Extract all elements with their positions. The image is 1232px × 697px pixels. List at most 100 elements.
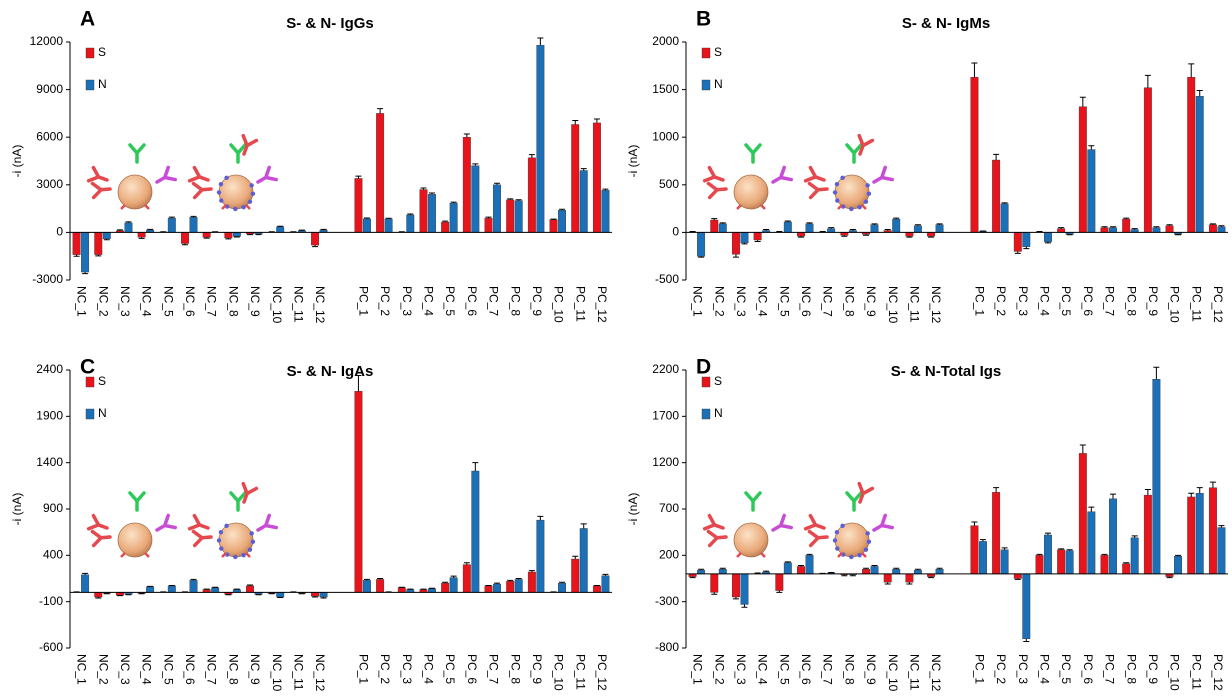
x-tick-label: PC_10 [552,286,566,323]
bead-dot [840,175,845,181]
bar [354,391,363,593]
bead-mark [736,552,766,558]
y-tick-label: 700 [659,501,679,515]
bead-dot [224,175,229,181]
error-bar [1058,227,1065,229]
bar [1208,224,1217,233]
bead [733,174,769,210]
bar [224,232,233,239]
bar [449,202,458,233]
error-bar [1209,223,1216,225]
error-bar [698,568,705,571]
error-bar [377,578,384,580]
error-bar [906,582,913,585]
bar [514,579,523,593]
error-bar [1044,241,1051,244]
x-tick-label: PC_12 [1211,654,1225,691]
y-tick-label: 400 [43,548,63,562]
legend-swatch [85,79,95,91]
illustration [86,481,278,560]
error-bar [572,120,579,125]
x-tick-label: NC_6 [183,286,197,317]
bar [536,519,545,593]
antibody-shape [706,181,728,200]
bead [218,174,254,210]
error-bar [1131,228,1138,230]
error-bar [190,578,197,581]
antibody [702,165,725,183]
error-bar [928,576,935,579]
x-tick-label: NC_1 [75,286,89,317]
y-tick-label: 12000 [30,34,64,48]
antibody [744,491,762,512]
bar [697,232,706,257]
error-bar [320,228,327,231]
bar [1109,498,1117,575]
error-bar [936,567,943,570]
error-bar [719,567,726,570]
error-bar [1188,492,1195,497]
error-bar [463,562,470,565]
bead-mark [837,552,867,558]
bar [1000,549,1009,575]
bar [1078,106,1087,233]
bar [1217,527,1226,575]
bead [834,522,870,558]
bar [276,226,285,233]
error-bar [841,235,848,237]
error-bar [1131,535,1138,538]
bar [189,580,198,593]
error-bar [602,188,609,191]
error-bar [450,201,457,204]
bead-dot [233,554,238,560]
error-bar [593,118,600,123]
antibody-shape [86,513,109,531]
bar [362,580,371,593]
x-tick-label: NC_7 [821,286,835,317]
bar [970,525,979,575]
bead-dot [233,206,238,212]
bar [913,225,922,233]
error-bar [1218,225,1225,227]
x-tick-label: PC_5 [443,286,457,316]
bead-dot [866,191,872,196]
error-bar [689,576,696,579]
bead-dot [250,539,256,544]
bar [1109,227,1117,233]
bead-dot [241,205,246,210]
antibody [744,143,762,164]
bead [117,174,153,210]
error-bar [1079,96,1086,107]
error-bar [82,272,89,275]
bead-dot [247,199,253,204]
bar [783,562,792,575]
antibody [90,529,112,548]
bar [862,569,870,575]
x-tick-label: NC_9 [248,654,262,685]
bar [1087,149,1096,233]
error-bar [82,572,89,575]
chart-title: S- & N- IgAs [287,363,374,380]
antibody [706,181,728,200]
bar [124,222,133,233]
x-tick-label: NC_10 [270,286,284,324]
bar [406,214,415,233]
bar [1187,77,1196,233]
antibody [256,165,278,184]
bar [471,470,480,593]
bar [362,218,371,233]
x-tick-label: PC_11 [573,286,587,322]
x-tick-label: PC_4 [1038,286,1052,316]
bead-mark [221,204,251,210]
antibody-shape [128,491,146,512]
legend-label: S [98,45,106,59]
legend-label: N [714,77,723,91]
x-tick-label: NC_6 [799,654,813,685]
error-bar [763,229,770,231]
bar [527,157,536,233]
error-bar [1014,578,1021,580]
y-tick-label: 1900 [36,409,63,423]
bar [506,199,515,233]
antibody-shape [86,165,109,183]
bar [1022,573,1031,639]
